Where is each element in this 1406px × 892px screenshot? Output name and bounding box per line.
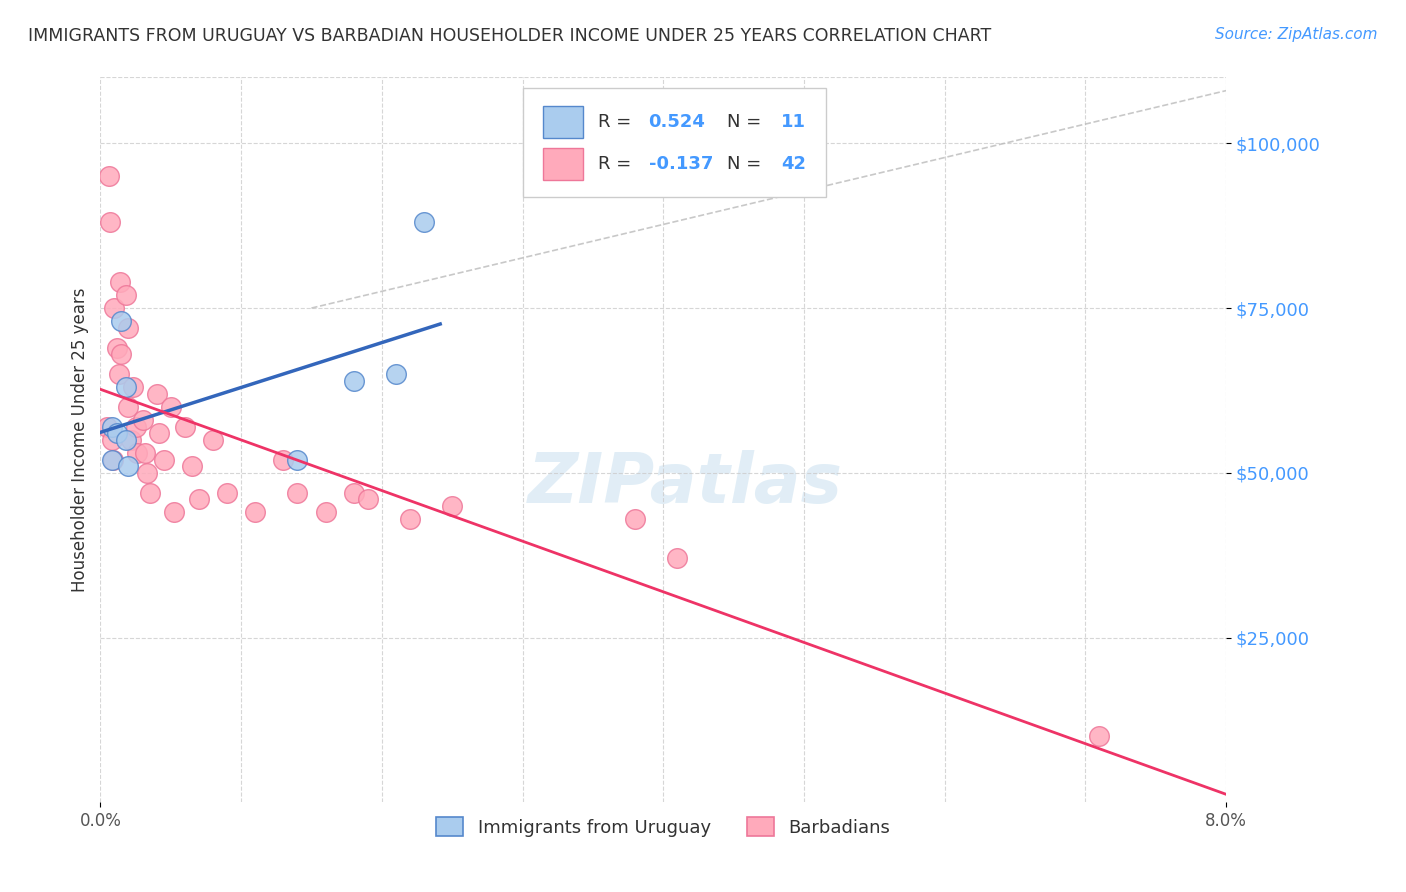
Point <box>243 505 266 519</box>
Point <box>180 459 202 474</box>
Text: Source: ZipAtlas.com: Source: ZipAtlas.com <box>1215 27 1378 42</box>
Text: 0.524: 0.524 <box>648 113 706 131</box>
Point <box>100 452 122 467</box>
Point <box>135 466 157 480</box>
Point <box>145 386 167 401</box>
Point <box>110 347 132 361</box>
Point <box>201 433 224 447</box>
Point <box>148 426 170 441</box>
Point <box>107 367 129 381</box>
Point <box>121 380 143 394</box>
Point <box>125 446 148 460</box>
Point <box>343 485 366 500</box>
Point <box>103 301 125 315</box>
Point <box>413 215 436 229</box>
Text: -0.137: -0.137 <box>648 155 713 173</box>
Point <box>97 169 120 184</box>
Point <box>96 419 118 434</box>
Point <box>1088 730 1111 744</box>
Point <box>187 492 209 507</box>
Point <box>124 419 146 434</box>
Point <box>159 400 181 414</box>
FancyBboxPatch shape <box>543 106 583 138</box>
Point <box>399 512 422 526</box>
Text: 11: 11 <box>782 113 807 131</box>
Text: R =: R = <box>598 155 637 173</box>
Point <box>138 485 160 500</box>
Point <box>105 426 128 441</box>
Point <box>117 400 139 414</box>
Legend: Immigrants from Uruguay, Barbadians: Immigrants from Uruguay, Barbadians <box>429 810 897 844</box>
Point <box>114 433 136 447</box>
Y-axis label: Householder Income Under 25 years: Householder Income Under 25 years <box>72 287 89 592</box>
Point <box>624 512 647 526</box>
Point <box>315 505 337 519</box>
Text: IMMIGRANTS FROM URUGUAY VS BARBADIAN HOUSEHOLDER INCOME UNDER 25 YEARS CORRELATI: IMMIGRANTS FROM URUGUAY VS BARBADIAN HOU… <box>28 27 991 45</box>
Point <box>131 413 153 427</box>
Point <box>285 452 308 467</box>
Point <box>98 215 121 229</box>
Point <box>114 380 136 394</box>
Point <box>108 275 131 289</box>
Text: N =: N = <box>727 155 768 173</box>
Point <box>173 419 195 434</box>
Point <box>357 492 380 507</box>
Point <box>215 485 238 500</box>
Point <box>666 551 689 566</box>
Point <box>114 288 136 302</box>
Point <box>100 433 122 447</box>
Point <box>105 341 128 355</box>
Point <box>101 452 124 467</box>
Point <box>285 485 308 500</box>
Text: 42: 42 <box>782 155 807 173</box>
Point <box>343 374 366 388</box>
Point <box>110 314 132 328</box>
Point <box>117 459 139 474</box>
Point <box>152 452 174 467</box>
Point <box>120 433 142 447</box>
Point <box>117 321 139 335</box>
Point <box>385 367 408 381</box>
Point <box>100 419 122 434</box>
Text: R =: R = <box>598 113 637 131</box>
Point <box>162 505 184 519</box>
Point <box>271 452 294 467</box>
Point <box>441 499 464 513</box>
Text: ZIPatlas: ZIPatlas <box>529 450 844 516</box>
Text: N =: N = <box>727 113 768 131</box>
FancyBboxPatch shape <box>523 88 827 197</box>
FancyBboxPatch shape <box>543 148 583 180</box>
Point <box>134 446 156 460</box>
